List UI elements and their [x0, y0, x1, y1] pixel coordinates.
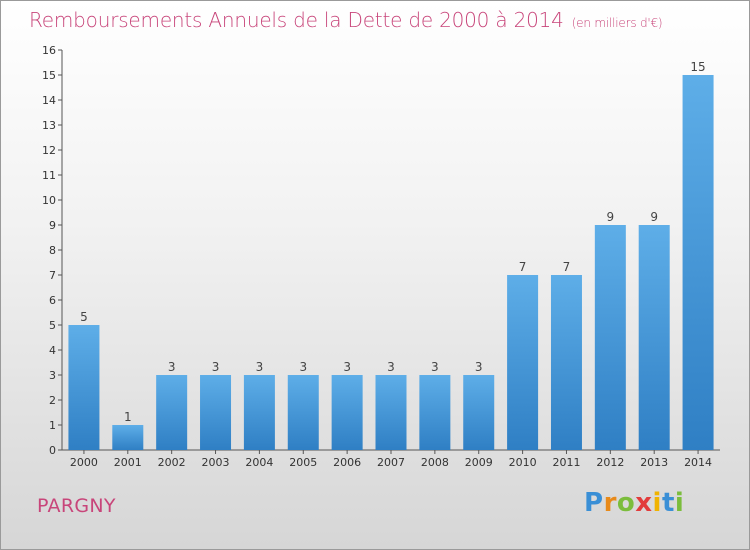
bar [331, 375, 363, 450]
y-tick-label: 2 [49, 394, 56, 407]
x-tick-label: 2014 [684, 456, 712, 469]
x-tick-label: 2000 [70, 456, 98, 469]
data-label: 3 [168, 360, 176, 374]
data-label: 3 [212, 360, 220, 374]
data-label: 9 [650, 210, 658, 224]
bar [682, 75, 714, 450]
data-label: 1 [124, 410, 132, 424]
y-tick-label: 0 [49, 444, 56, 457]
y-tick-label: 3 [49, 369, 56, 382]
y-tick-label: 10 [42, 194, 56, 207]
bar [243, 375, 275, 450]
data-label: 9 [607, 210, 615, 224]
commune-name: PARGNY [37, 495, 116, 517]
y-tick-label: 9 [49, 219, 56, 232]
y-tick-label: 1 [49, 419, 56, 432]
bar [638, 225, 670, 450]
bar [375, 375, 407, 450]
unit-label: (en milliers d'€) [571, 16, 663, 30]
bar [287, 375, 319, 450]
bars: 5 1 3 3 3 3 3 3 3 3 7 7 9 9 15 [68, 60, 714, 450]
y-tick-label: 8 [49, 244, 56, 257]
y-tick-label: 11 [42, 169, 56, 182]
y-tick-label: 16 [42, 44, 56, 57]
data-label: 3 [256, 360, 264, 374]
data-label: 3 [387, 360, 395, 374]
data-label: 3 [343, 360, 351, 374]
data-label: 3 [299, 360, 307, 374]
x-tick-label: 2012 [596, 456, 624, 469]
y-tick-label: 12 [42, 144, 56, 157]
data-label: 15 [690, 60, 705, 74]
x-tick-label: 2007 [377, 456, 405, 469]
y-tick-label: 13 [42, 119, 56, 132]
bar [68, 325, 100, 450]
x-tick-label: 2009 [465, 456, 493, 469]
bar [507, 275, 539, 450]
proxiti-logo: Proxiti [584, 488, 685, 518]
chart-title: Remboursements Annuels de la Dette de 20… [29, 8, 663, 32]
data-label: 7 [563, 260, 571, 274]
y-tick-label: 15 [42, 69, 56, 82]
x-tick-label: 2002 [158, 456, 186, 469]
bar [550, 275, 582, 450]
y-tick-label: 7 [49, 269, 56, 282]
bar [156, 375, 188, 450]
x-tick-label: 2006 [333, 456, 361, 469]
y-tick-label: 4 [49, 344, 56, 357]
y-tick-label: 6 [49, 294, 56, 307]
x-tick-label: 2005 [289, 456, 317, 469]
bar [419, 375, 451, 450]
data-label: 5 [80, 310, 88, 324]
x-tick-label: 2011 [552, 456, 580, 469]
x-tick-label: 2013 [640, 456, 668, 469]
x-tick-label: 2008 [421, 456, 449, 469]
bar [594, 225, 626, 450]
y-tick-label: 5 [49, 319, 56, 332]
bar [112, 425, 144, 450]
bar [463, 375, 495, 450]
data-label: 3 [431, 360, 439, 374]
bar [200, 375, 232, 450]
data-label: 7 [519, 260, 527, 274]
x-tick-label: 2010 [509, 456, 537, 469]
x-tick-label: 2004 [245, 456, 273, 469]
data-label: 3 [475, 360, 483, 374]
x-tick-label: 2003 [202, 456, 230, 469]
title-text: Remboursements Annuels de la Dette de 20… [29, 8, 564, 32]
y-tick-label: 14 [42, 94, 56, 107]
x-tick-label: 2001 [114, 456, 142, 469]
